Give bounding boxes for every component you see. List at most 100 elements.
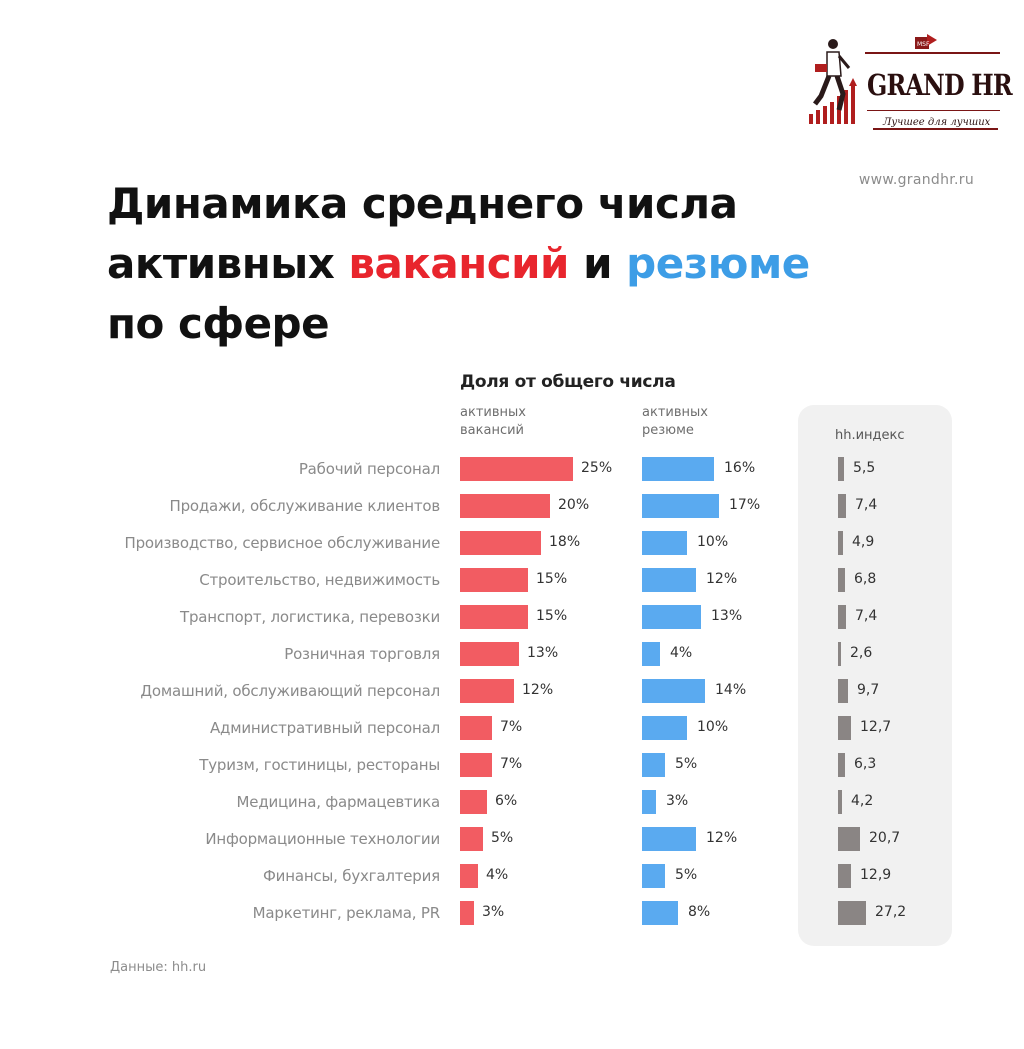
hh-index-value: 6,3	[854, 756, 877, 772]
vacancies-value: 12%	[522, 682, 554, 698]
hh-index-bar	[838, 679, 848, 703]
resumes-value: 10%	[697, 534, 729, 550]
hh-index-bar	[838, 901, 866, 925]
hh-index-bar	[838, 568, 845, 592]
vacancies-value: 15%	[536, 608, 568, 624]
logo-rule	[865, 52, 1000, 54]
hh-index-label: hh.индекс	[835, 428, 905, 443]
vacancies-value: 25%	[581, 460, 613, 476]
hh-index-value: 7,4	[855, 497, 878, 513]
hh-index-bar	[838, 753, 845, 777]
resumes-value: 14%	[715, 682, 747, 698]
hh-index-value: 7,4	[855, 608, 878, 624]
hh-index-value: 12,9	[860, 867, 892, 883]
resumes-value: 10%	[697, 719, 729, 735]
hh-index-value: 12,7	[860, 719, 892, 735]
vacancies-bar	[460, 864, 478, 888]
resumes-bar	[642, 827, 696, 851]
vacancies-bar	[460, 568, 528, 592]
category-label: Маркетинг, реклама, PR	[252, 904, 441, 922]
vacancies-column-label: активных вакансий	[460, 405, 526, 438]
hh-index-bar	[838, 605, 846, 629]
category-label: Строительство, недвижимость	[199, 571, 440, 589]
hh-index-value: 6,8	[854, 571, 877, 587]
resumes-bar	[642, 605, 701, 629]
category-label: Производство, сервисное обслуживание	[124, 534, 441, 552]
vacancies-bar	[460, 605, 528, 629]
data-source: Данные: hh.ru	[110, 960, 207, 975]
vacancies-value: 7%	[500, 719, 523, 735]
hh-index-value: 5,5	[853, 460, 876, 476]
logo-rule	[873, 128, 998, 130]
resumes-value: 17%	[729, 497, 761, 513]
resumes-value: 12%	[706, 571, 738, 587]
vacancies-bar	[460, 531, 541, 555]
hh-index-bar	[838, 531, 843, 555]
resumes-bar	[642, 531, 687, 555]
vacancies-bar	[460, 753, 492, 777]
hh-index-value: 4,9	[852, 534, 875, 550]
hh-index-bar	[838, 864, 851, 888]
hh-index-value: 4,2	[851, 793, 874, 809]
runner-icon	[809, 39, 857, 124]
title-part-2: по сфере	[107, 299, 330, 348]
resumes-bar	[642, 753, 665, 777]
hh-index-bar	[838, 716, 851, 740]
hh-index-value: 2,6	[850, 645, 873, 661]
resumes-value: 5%	[675, 756, 698, 772]
resumes-value: 4%	[670, 645, 693, 661]
resumes-bar	[642, 864, 665, 888]
category-label: Домашний, обслуживающий персонал	[140, 682, 440, 700]
resumes-value: 12%	[706, 830, 738, 846]
vacancies-bar	[460, 790, 487, 814]
category-label: Розничная торговля	[284, 645, 440, 663]
grand-hr-logo: MSF GRAND HR Лучшее для лучших	[805, 30, 1013, 135]
resumes-bar	[642, 568, 696, 592]
page-title: Динамика среднего числа активных ваканси…	[107, 174, 867, 354]
hh-index-value: 20,7	[869, 830, 901, 846]
logo-brand: GRAND HR	[867, 68, 1013, 102]
title-vacancies-word: вакансий	[348, 239, 569, 288]
category-label: Финансы, бухгалтерия	[262, 867, 440, 885]
category-label: Рабочий персонал	[298, 460, 440, 478]
vacancies-bar	[460, 642, 519, 666]
vacancies-value: 13%	[527, 645, 559, 661]
stamp-icon: MSF	[915, 34, 937, 49]
resumes-value: 5%	[675, 867, 698, 883]
category-label: Туризм, гостиницы, рестораны	[199, 756, 440, 774]
logo-rule	[867, 110, 1000, 111]
hh-index-bar	[838, 642, 841, 666]
chart-title: Доля от общего числа	[460, 372, 676, 392]
category-label: Информационные технологии	[205, 830, 440, 848]
vacancies-bar	[460, 716, 492, 740]
resumes-column-label: активных резюме	[642, 405, 708, 438]
resumes-value: 16%	[724, 460, 756, 476]
vacancies-bar	[460, 827, 483, 851]
resumes-bar	[642, 716, 687, 740]
vacancies-value: 5%	[491, 830, 514, 846]
resumes-value: 3%	[666, 793, 689, 809]
title-and-word: и	[568, 239, 627, 288]
title-resumes-word: резюме	[626, 239, 810, 288]
hh-index-bar	[838, 827, 860, 851]
vacancies-value: 3%	[482, 904, 505, 920]
resumes-bar	[642, 901, 678, 925]
category-label: Медицина, фармацевтика	[236, 793, 441, 811]
site-url: www.grandhr.ru	[858, 172, 974, 188]
category-label: Административный персонал	[209, 719, 440, 737]
left-edge-crop	[0, 450, 113, 940]
title-part-1: Динамика среднего числа активных	[107, 179, 738, 288]
vacancies-bar	[460, 457, 573, 481]
hh-index-bar	[838, 457, 844, 481]
vacancies-value: 18%	[549, 534, 581, 550]
category-label: Продажи, обслуживание клиентов	[169, 497, 440, 515]
resumes-bar	[642, 457, 714, 481]
logo-tagline: Лучшее для лучших	[883, 117, 991, 128]
vacancies-value: 4%	[486, 867, 509, 883]
resumes-bar	[642, 642, 660, 666]
category-label: Транспорт, логистика, перевозки	[179, 608, 440, 626]
resumes-value: 13%	[711, 608, 743, 624]
resumes-bar	[642, 790, 656, 814]
vacancies-value: 15%	[536, 571, 568, 587]
vacancies-bar	[460, 901, 474, 925]
